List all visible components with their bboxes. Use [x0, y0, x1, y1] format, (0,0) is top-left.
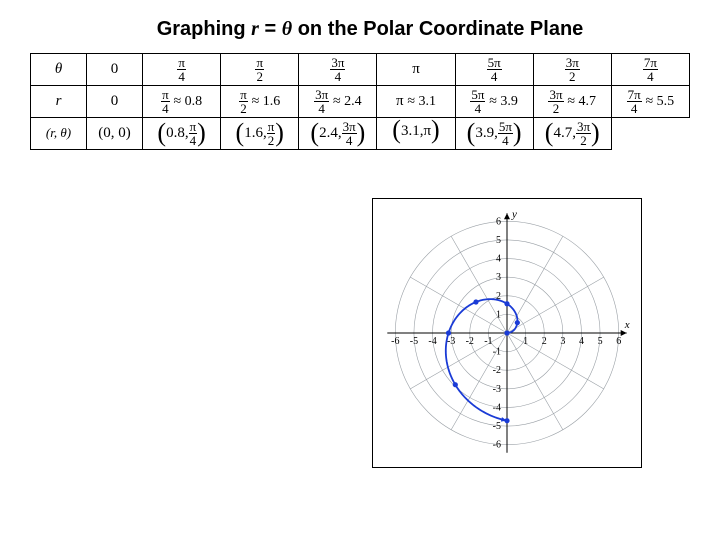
cell-r-5: 5π4 ≈ 3.9	[455, 86, 533, 118]
cell-r-4: π ≈ 3.1	[377, 86, 455, 118]
cell-r-0: 0	[87, 86, 143, 118]
page-title: Graphing r = θ on the Polar Coordinate P…	[50, 18, 690, 41]
cell-pair-3: (2.4, 3π4)	[299, 118, 377, 150]
svg-text:5: 5	[598, 336, 603, 347]
svg-text:4: 4	[496, 254, 501, 265]
cell-r-7: 7π4 ≈ 5.5	[611, 86, 689, 118]
svg-text:-6: -6	[493, 440, 501, 451]
cell-theta-4: π	[377, 54, 455, 86]
polar-chart: 123456-6-5-4-3-2-1123456-1-2-3-4-5-6xy	[372, 198, 642, 473]
svg-text:x: x	[624, 319, 630, 331]
svg-text:-4: -4	[493, 402, 501, 413]
row-theta: θ 0 π4 π2 3π4 π 5π4 3π2 7π4	[31, 54, 690, 86]
svg-text:-1: -1	[484, 336, 492, 347]
cell-theta-0: 0	[87, 54, 143, 86]
svg-text:-2: -2	[466, 336, 474, 347]
svg-text:-3: -3	[493, 384, 501, 395]
cell-pair-1: (0.8, π4)	[143, 118, 221, 150]
svg-text:-3: -3	[447, 336, 455, 347]
svg-text:y: y	[511, 208, 517, 220]
value-table: θ 0 π4 π2 3π4 π 5π4 3π2 7π4 r 0 π4 ≈ 0.8…	[30, 53, 690, 150]
cell-pair-4: (3.1, π)	[377, 118, 455, 150]
cell-theta-5: 5π4	[455, 54, 533, 86]
svg-text:-1: -1	[493, 347, 501, 358]
svg-text:6: 6	[496, 216, 501, 227]
title-mid: =	[259, 18, 282, 40]
svg-text:-4: -4	[428, 336, 436, 347]
svg-text:2: 2	[542, 336, 547, 347]
header-r: r	[56, 93, 62, 109]
cell-r-3: 3π4 ≈ 2.4	[299, 86, 377, 118]
cell-pair-5: (3.9, 5π4)	[455, 118, 533, 150]
svg-text:1: 1	[523, 336, 528, 347]
cell-theta-3: 3π4	[299, 54, 377, 86]
polar-svg: 123456-6-5-4-3-2-1123456-1-2-3-4-5-6xy	[372, 198, 642, 468]
header-theta: θ	[55, 61, 62, 77]
svg-text:3: 3	[560, 336, 565, 347]
svg-text:-5: -5	[493, 421, 501, 432]
cell-theta-7: 7π4	[611, 54, 689, 86]
cell-r-1: π4 ≈ 0.8	[143, 86, 221, 118]
row-r: r 0 π4 ≈ 0.8 π2 ≈ 1.6 3π4 ≈ 2.4 π ≈ 3.1 …	[31, 86, 690, 118]
svg-text:-6: -6	[391, 336, 399, 347]
svg-text:5: 5	[496, 235, 501, 246]
title-r: r	[251, 18, 259, 40]
cell-pair-6: (4.7, 3π2)	[533, 118, 611, 150]
cell-theta-1: π4	[143, 54, 221, 86]
cell-theta-6: 3π2	[533, 54, 611, 86]
row-pair: (r, θ) (0, 0) (0.8, π4) (1.6, π2) (2.4, …	[31, 118, 690, 150]
title-post: on the Polar Coordinate Plane	[292, 18, 583, 40]
svg-text:3: 3	[496, 272, 501, 283]
header-pair: (r, θ)	[46, 125, 71, 140]
cell-pair-2: (1.6, π2)	[221, 118, 299, 150]
title-theta: θ	[282, 18, 292, 40]
svg-text:1: 1	[496, 309, 501, 320]
cell-r-2: π2 ≈ 1.6	[221, 86, 299, 118]
cell-r-6: 3π2 ≈ 4.7	[533, 86, 611, 118]
svg-text:6: 6	[616, 336, 621, 347]
cell-theta-2: π2	[221, 54, 299, 86]
svg-text:-2: -2	[493, 365, 501, 376]
cell-pair-0: (0, 0)	[87, 118, 143, 150]
cell-pair-7	[611, 118, 689, 150]
svg-text:-5: -5	[410, 336, 418, 347]
svg-text:4: 4	[579, 336, 584, 347]
title-pre: Graphing	[157, 18, 251, 40]
